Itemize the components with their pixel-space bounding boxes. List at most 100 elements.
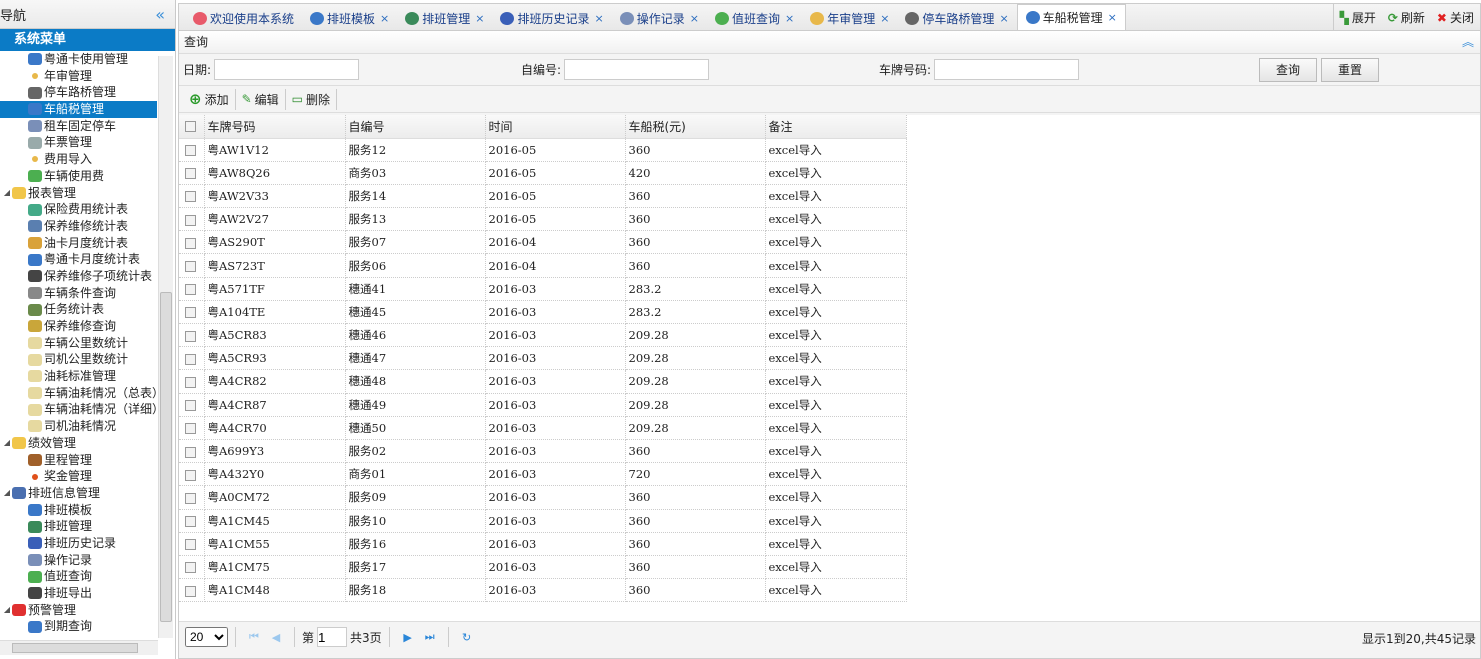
menu-item[interactable]: 司机公里数统计 [0, 351, 157, 368]
tab-close-icon[interactable]: × [475, 11, 485, 25]
table-row[interactable]: 粤AW2V27 服务13 2016-05 360 excel导入 [179, 207, 907, 232]
row-checkbox[interactable] [179, 207, 205, 232]
expand-triangle-icon[interactable]: ◢ [3, 487, 11, 497]
menu-item[interactable]: ◢ 预警管理 [0, 602, 157, 619]
menu-item[interactable]: 排班导出 [0, 585, 157, 602]
close-button[interactable]: ✖ 关闭 [1437, 9, 1474, 26]
last-page-icon[interactable]: ⏭ [424, 630, 435, 643]
menu-item[interactable]: ◢ 绩效管理 [0, 435, 157, 452]
menu-item[interactable]: 保险费用统计表 [0, 201, 157, 218]
menu-item[interactable]: 粤通卡月度统计表 [0, 251, 157, 268]
row-checkbox[interactable] [179, 578, 205, 603]
table-row[interactable]: 粤A4CR82 穗通48 2016-03 209.28 excel导入 [179, 369, 907, 394]
code-input[interactable] [564, 59, 710, 80]
table-row[interactable]: 粤AW1V12 服务12 2016-05 360 excel导入 [179, 138, 907, 162]
table-row[interactable]: 粤A1CM75 服务17 2016-03 360 excel导入 [179, 555, 907, 580]
row-checkbox[interactable] [179, 323, 205, 348]
collapse-sidebar-icon[interactable]: « [155, 4, 165, 24]
next-page-icon[interactable]: ▶ [403, 630, 412, 644]
edit-button[interactable]: ✎ 编辑 [236, 88, 286, 110]
tab[interactable]: 操作记录 × [612, 6, 707, 30]
horizontal-scrollbar[interactable] [0, 640, 158, 655]
row-checkbox[interactable] [179, 346, 205, 371]
menu-item[interactable]: 保养维修子项统计表 [0, 268, 157, 285]
table-row[interactable]: 粤AW2V33 服务14 2016-05 360 excel导入 [179, 184, 907, 209]
column-header[interactable]: 时间 [485, 115, 626, 139]
menu-item[interactable]: 操作记录 [0, 552, 157, 569]
table-row[interactable]: 粤A1CM55 服务16 2016-03 360 excel导入 [179, 532, 907, 556]
table-row[interactable]: 粤A4CR70 穗通50 2016-03 209.28 excel导入 [179, 416, 907, 440]
menu-item[interactable]: 任务统计表 [0, 301, 157, 318]
menu-item[interactable]: 油卡月度统计表 [0, 235, 157, 252]
menu-item[interactable]: 奖金管理 [0, 468, 157, 485]
row-checkbox[interactable] [179, 161, 205, 185]
row-checkbox[interactable] [179, 253, 205, 278]
expand-triangle-icon[interactable]: ◢ [3, 437, 11, 447]
add-button[interactable]: ⊕ 添加 [183, 88, 236, 110]
collapse-panel-icon[interactable]: ︽ [1461, 35, 1474, 49]
menu-item[interactable]: 排班模板 [0, 502, 157, 519]
reload-icon[interactable]: ↻ [462, 630, 472, 644]
tab[interactable]: 值班查询 × [707, 6, 802, 30]
row-checkbox[interactable] [179, 300, 205, 325]
table-row[interactable]: 粤A432Y0 商务01 2016-03 720 excel导入 [179, 462, 907, 487]
row-checkbox[interactable] [179, 277, 205, 301]
table-row[interactable]: 粤AS723T 服务06 2016-04 360 excel导入 [179, 253, 907, 278]
delete-button[interactable]: ▭ 删除 [286, 88, 338, 110]
table-row[interactable]: 粤A1CM45 服务10 2016-03 360 excel导入 [179, 509, 907, 533]
row-checkbox[interactable] [179, 369, 205, 394]
menu-item[interactable]: 保养维修统计表 [0, 218, 157, 235]
menu-item[interactable]: 值班查询 [0, 568, 157, 585]
column-header[interactable]: 备注 [765, 115, 907, 139]
row-checkbox[interactable] [179, 138, 205, 162]
menu-item[interactable]: 车辆条件查询 [0, 285, 157, 302]
tab[interactable]: 欢迎使用本系统 [185, 6, 302, 30]
menu-item[interactable]: 到期查询 [0, 618, 157, 635]
menu-item[interactable]: 车辆公里数统计 [0, 335, 157, 352]
prev-page-icon[interactable]: ◀ [271, 630, 281, 644]
menu-item[interactable]: 车辆油耗情况（详细） [0, 401, 157, 418]
row-checkbox[interactable] [179, 555, 205, 580]
table-row[interactable]: 粤A699Y3 服务02 2016-03 360 excel导入 [179, 439, 907, 464]
select-all-checkbox[interactable] [179, 115, 205, 139]
menu-item[interactable]: 停车路桥管理 [0, 84, 157, 101]
row-checkbox[interactable] [179, 230, 205, 255]
row-checkbox[interactable] [179, 184, 205, 209]
page-input[interactable] [317, 627, 348, 647]
row-checkbox[interactable] [179, 393, 205, 417]
table-row[interactable]: 粤A5CR83 穗通46 2016-03 209.28 excel导入 [179, 323, 907, 348]
tab[interactable]: 车船税管理 × [1016, 4, 1126, 30]
tab-close-icon[interactable]: × [880, 11, 890, 25]
menu-item[interactable]: 车船税管理 [0, 101, 157, 118]
menu-item[interactable]: 年票管理 [0, 134, 157, 151]
column-header[interactable]: 自编号 [345, 115, 486, 139]
menu-item[interactable]: 车辆使用费 [0, 168, 157, 185]
row-checkbox[interactable] [179, 416, 205, 440]
menu-item[interactable]: 车辆油耗情况（总表） [0, 385, 157, 402]
search-button[interactable]: 查询 [1259, 58, 1317, 82]
table-row[interactable]: 粤AS290T 服务07 2016-04 360 excel导入 [179, 230, 907, 255]
tab-close-icon[interactable]: × [999, 11, 1009, 25]
row-checkbox[interactable] [179, 509, 205, 533]
plate-input[interactable] [934, 59, 1080, 80]
menu-item[interactable]: 年审管理 [0, 68, 157, 85]
tab-close-icon[interactable]: × [1107, 11, 1117, 24]
row-checkbox[interactable] [179, 439, 205, 464]
expand-triangle-icon[interactable]: ◢ [3, 187, 11, 197]
row-checkbox[interactable] [179, 485, 205, 510]
tab[interactable]: 停车路桥管理 × [897, 6, 1016, 30]
row-checkbox[interactable] [179, 462, 205, 487]
menu-item[interactable]: 司机油耗情况 [0, 418, 157, 435]
tab-close-icon[interactable]: × [689, 11, 699, 25]
page-size-select[interactable]: 20 [185, 627, 228, 647]
menu-item[interactable]: 排班历史记录 [0, 535, 157, 552]
tab[interactable]: 年审管理 × [802, 6, 897, 30]
menu-item[interactable]: ◢ 报表管理 [0, 185, 157, 202]
tab-close-icon[interactable]: × [594, 11, 604, 25]
date-input[interactable] [214, 59, 360, 80]
first-page-icon[interactable]: ⏮ [249, 630, 259, 643]
menu-item[interactable]: 保养维修查询 [0, 318, 157, 335]
tab[interactable]: 排班历史记录 × [492, 6, 611, 30]
expand-button[interactable]: ▚ 展开 [1340, 9, 1376, 26]
vertical-scrollbar[interactable] [158, 56, 173, 638]
